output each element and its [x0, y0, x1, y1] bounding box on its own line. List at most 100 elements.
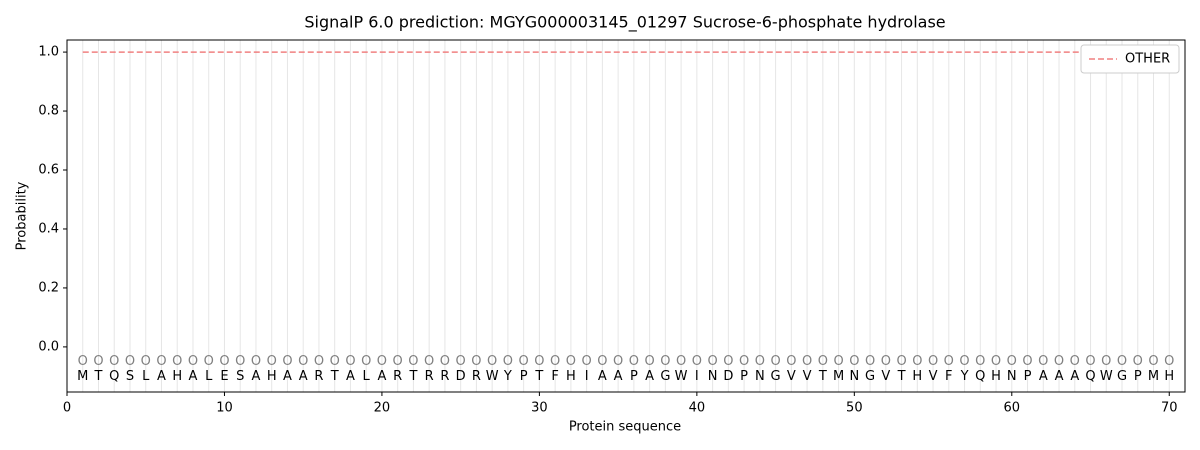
residue-label: V [803, 369, 812, 384]
region-label: O [219, 354, 229, 369]
residue-label: N [755, 369, 765, 384]
residue-label: T [534, 369, 543, 384]
region-label: O [802, 354, 812, 369]
x-tick-label: 0 [63, 401, 71, 416]
residue-label: D [723, 369, 733, 384]
residue-label: D [456, 369, 466, 384]
region-label: O [1022, 354, 1032, 369]
residue-label: L [205, 369, 213, 384]
residue-label: V [929, 369, 938, 384]
residue-label: R [393, 369, 402, 384]
x-tick-label: 40 [689, 401, 706, 416]
region-label: O [896, 354, 906, 369]
region-label: O [645, 354, 655, 369]
residue-label: A [614, 369, 623, 384]
residue-label: W [1100, 369, 1113, 384]
residue-label: Y [960, 369, 969, 384]
residue-label: S [126, 369, 134, 384]
residue-label: R [314, 369, 323, 384]
region-label: O [519, 354, 529, 369]
residue-label: A [252, 369, 261, 384]
y-tick-label: 0.2 [38, 280, 59, 295]
residue-label: A [346, 369, 355, 384]
residue-label: H [1164, 369, 1174, 384]
residue-label: E [220, 369, 228, 384]
residue-label: H [912, 369, 922, 384]
region-label: O [330, 354, 340, 369]
region-label: O [440, 354, 450, 369]
residue-label: S [236, 369, 244, 384]
region-label: O [566, 354, 576, 369]
region-label: O [456, 354, 466, 369]
residue-label: A [645, 369, 654, 384]
region-label: O [534, 354, 544, 369]
region-label: O [109, 354, 119, 369]
residue-label: M [77, 369, 88, 384]
residue-label: R [440, 369, 449, 384]
region-label: O [393, 354, 403, 369]
residue-label: Q [975, 369, 985, 384]
residue-label: I [695, 369, 699, 384]
region-label: O [1085, 354, 1095, 369]
residue-label: A [283, 369, 292, 384]
residue-label: G [660, 369, 670, 384]
residue-label: T [94, 369, 103, 384]
region-label: O [550, 354, 560, 369]
residue-label: M [1148, 369, 1159, 384]
region-label: O [503, 354, 513, 369]
residue-label: V [881, 369, 890, 384]
region-label: O [818, 354, 828, 369]
y-tick-label: 0.0 [38, 339, 59, 354]
residue-label: Q [109, 369, 119, 384]
region-label: O [1038, 354, 1048, 369]
residue-label: T [897, 369, 906, 384]
x-tick-label: 30 [531, 401, 548, 416]
residue-label: H [566, 369, 576, 384]
region-label: O [1070, 354, 1080, 369]
residue-label: A [189, 369, 198, 384]
x-tick-label: 10 [216, 401, 233, 416]
region-label: O [298, 354, 308, 369]
x-tick-label: 60 [1004, 401, 1021, 416]
x-tick-label: 20 [374, 401, 391, 416]
region-label: O [1054, 354, 1064, 369]
residue-label: L [142, 369, 150, 384]
residue-label: P [520, 369, 528, 384]
y-axis-label: Probability [15, 181, 30, 250]
region-label: O [991, 354, 1001, 369]
region-label: O [204, 354, 214, 369]
region-label: O [188, 354, 198, 369]
region-label: O [582, 354, 592, 369]
region-label: O [141, 354, 151, 369]
region-label: O [361, 354, 371, 369]
region-label: O [408, 354, 418, 369]
region-label: O [487, 354, 497, 369]
region-label: O [125, 354, 135, 369]
residue-label: N [849, 369, 859, 384]
region-label: O [1164, 354, 1174, 369]
region-label: O [692, 354, 702, 369]
residue-label: A [299, 369, 308, 384]
region-label: O [471, 354, 481, 369]
region-label: O [770, 354, 780, 369]
chart-title: SignalP 6.0 prediction: MGYG000003145_01… [304, 13, 945, 33]
region-label: O [1148, 354, 1158, 369]
residue-label: G [1117, 369, 1127, 384]
region-label: O [1007, 354, 1017, 369]
residue-label: A [1070, 369, 1079, 384]
residue-label: A [157, 369, 166, 384]
region-label: O [723, 354, 733, 369]
legend-label: OTHER [1125, 52, 1170, 67]
residue-label: P [1024, 369, 1032, 384]
region-label: O [377, 354, 387, 369]
residue-label: I [585, 369, 589, 384]
residue-label: R [425, 369, 434, 384]
region-label: O [881, 354, 891, 369]
y-tick-label: 0.6 [38, 163, 59, 178]
region-label: O [629, 354, 639, 369]
residue-label: G [865, 369, 875, 384]
y-tick-label: 1.0 [38, 45, 59, 60]
plot-frame [66, 39, 1186, 393]
region-label: O [282, 354, 292, 369]
